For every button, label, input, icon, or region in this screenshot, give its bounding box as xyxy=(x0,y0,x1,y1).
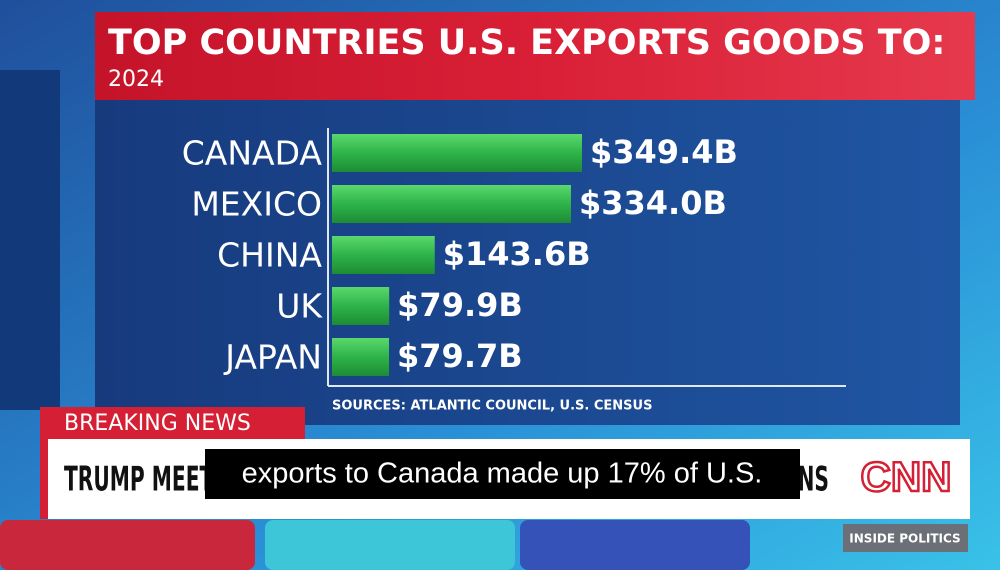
caption-box xyxy=(205,449,800,499)
value-label: $349.4B xyxy=(590,133,738,171)
caption: exports to Canada made up 17% of U.S. xyxy=(242,458,763,490)
value-label: $79.9B xyxy=(397,286,523,324)
source: SOURCES: ATLANTIC COUNCIL, U.S. CENSUS xyxy=(332,399,652,414)
value-label: $334.0B xyxy=(579,184,727,222)
category-label: UK xyxy=(276,287,323,326)
decor xyxy=(520,520,750,570)
chart-title: TOP COUNTRIES U.S. EXPORTS GOODS TO: xyxy=(108,23,945,63)
bars: CANADA $349.4B MEXICO $334.0B CHINA $143.6B UK… xyxy=(182,133,738,377)
breaking-tab xyxy=(40,407,305,439)
decor xyxy=(0,520,255,570)
decor xyxy=(265,520,515,570)
category-label: MEXICO xyxy=(191,185,322,224)
category-label: CHINA xyxy=(217,236,322,275)
bar xyxy=(332,338,390,376)
title-banner xyxy=(95,12,975,100)
chart-subtitle: 2024 xyxy=(108,67,164,92)
bar xyxy=(332,287,390,325)
logo: CNN xyxy=(861,453,952,500)
show-tag xyxy=(843,524,968,552)
side-panel xyxy=(0,70,60,410)
value-label: $79.7B xyxy=(397,337,523,375)
bar xyxy=(332,185,571,223)
category-label: JAPAN xyxy=(223,338,322,377)
show-name: INSIDE POLITICS xyxy=(849,532,960,546)
value-label: $143.6B xyxy=(443,235,591,273)
category-label: CANADA xyxy=(182,134,323,173)
breaking-banner: BREAKING NEWS xyxy=(64,411,251,436)
bar xyxy=(332,236,435,274)
bar xyxy=(332,134,582,172)
ticker-accent xyxy=(40,439,48,519)
